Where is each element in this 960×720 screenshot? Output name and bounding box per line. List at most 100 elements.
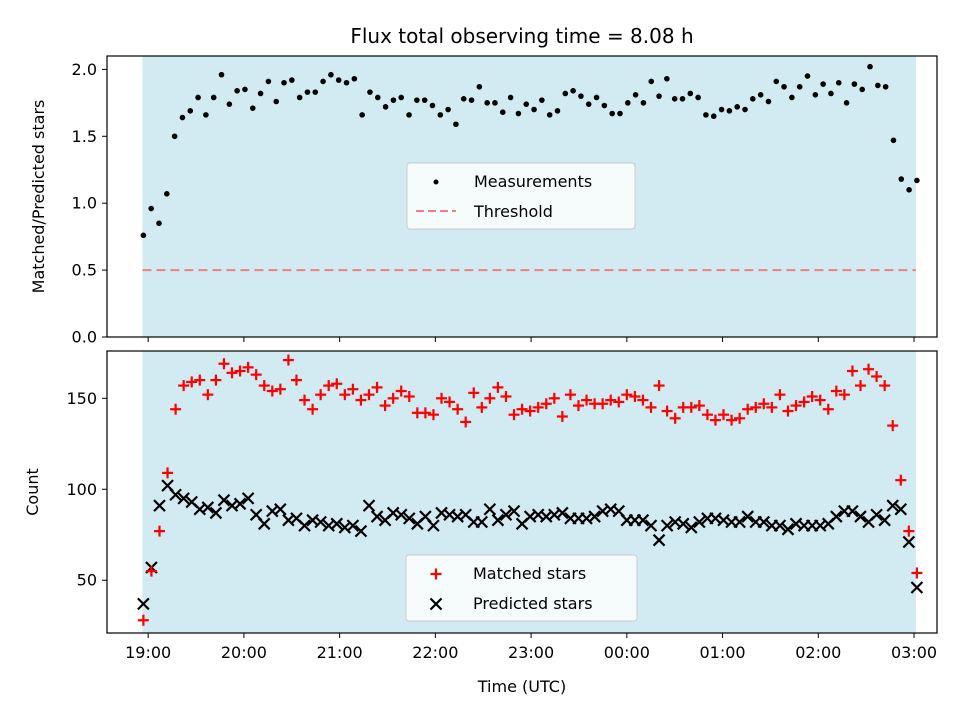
matched-point [508,409,520,421]
matched-point [830,385,842,397]
predicted-point [636,513,650,527]
matched-point [524,405,536,417]
matched-point [750,401,762,413]
matched-point [242,361,254,373]
measurement-point [171,133,178,140]
measurement-point [882,83,889,90]
measurement-point [164,191,170,197]
matched-point [742,403,754,415]
measurement-point [796,83,803,90]
matched-point [170,403,182,415]
predicted-point [241,492,255,505]
predicted-point [209,506,223,520]
matched-point [653,380,665,392]
matched-point [669,412,681,424]
measurement-point [281,79,287,86]
legend-label-measurements: Measurements [474,172,592,191]
measurement-point [867,63,873,70]
panel-ratio: 0.00.51.01.52.0 Matched/Predicted stars … [29,55,938,347]
measurement-point [710,113,717,120]
measurement-point [273,98,280,105]
x-tick-label: 03:00 [891,643,937,662]
matched-point [540,398,552,410]
measurement-point [226,101,233,107]
matched-point [266,385,278,397]
measurement-point [429,102,436,109]
predicted-point [830,510,843,523]
matched-point [806,390,818,402]
measurement-point [757,92,764,98]
matched-point [564,389,576,401]
matched-point [597,398,609,410]
measurement-point [437,112,444,118]
predicted-point [499,508,513,522]
matched-point [194,374,206,386]
measurement-point [499,109,506,115]
measurement-point [468,97,475,103]
matched-point [863,363,875,375]
measurement-point [296,94,303,101]
predicted-point [201,501,215,514]
measurement-point [234,87,240,94]
matched-point [315,389,327,401]
matched-point [774,389,786,401]
y-tick-label: 1.0 [72,194,97,213]
predicted-point [169,488,182,502]
predicted-point [556,506,569,520]
matched-point [290,374,302,386]
measurement-point [265,78,272,85]
matched-point [500,390,512,402]
predicted-point [491,513,505,527]
measurement-point [820,81,826,87]
measurement-point [507,94,514,101]
measurement-point [195,94,201,101]
legend-label-matched: Matched stars [473,564,586,583]
matched-point [210,374,222,386]
measurement-point [789,94,795,101]
measurement-point [890,137,897,144]
matched-point [758,398,770,410]
matched-point [693,400,705,412]
matched-point [202,389,214,401]
predicted-point [910,581,924,594]
y-tick-label: 150 [66,389,97,408]
legend-marker-measurements [433,179,439,185]
measurement-point [453,121,459,128]
measurement-point [640,100,647,106]
predicted-point [886,499,900,512]
measurement-point [523,101,530,107]
matched-point [250,369,262,381]
measurement-point [593,94,600,101]
matched-point [726,414,738,426]
measurement-point [812,92,819,98]
measurement-point [484,100,490,106]
predicted-point [854,510,867,523]
predicted-point [757,515,771,529]
measurement-point [539,97,545,103]
matched-point [879,380,891,392]
y-tick-label: 0.0 [72,328,97,347]
measurement-point [515,110,522,117]
matched-point [323,380,335,392]
measurement-point [687,90,694,97]
matched-point [419,407,431,419]
x-axis-label: Time (UTC) [477,677,566,696]
measurement-point [406,112,412,118]
predicted-point [257,517,271,531]
measurement-point [210,94,217,101]
matched-point [436,392,448,404]
predicted-point [475,515,489,529]
predicted-point [394,508,408,522]
matched-point [178,380,190,392]
matched-point [734,412,746,424]
predicted-point [676,517,690,531]
predicted-point [781,523,795,536]
measurement-point [367,89,373,95]
measurement-point [906,187,912,193]
matched-point [846,365,858,377]
measurement-point [476,83,483,90]
measurement-point [875,82,881,89]
measurement-point [601,102,608,109]
measurement-point [656,93,662,99]
